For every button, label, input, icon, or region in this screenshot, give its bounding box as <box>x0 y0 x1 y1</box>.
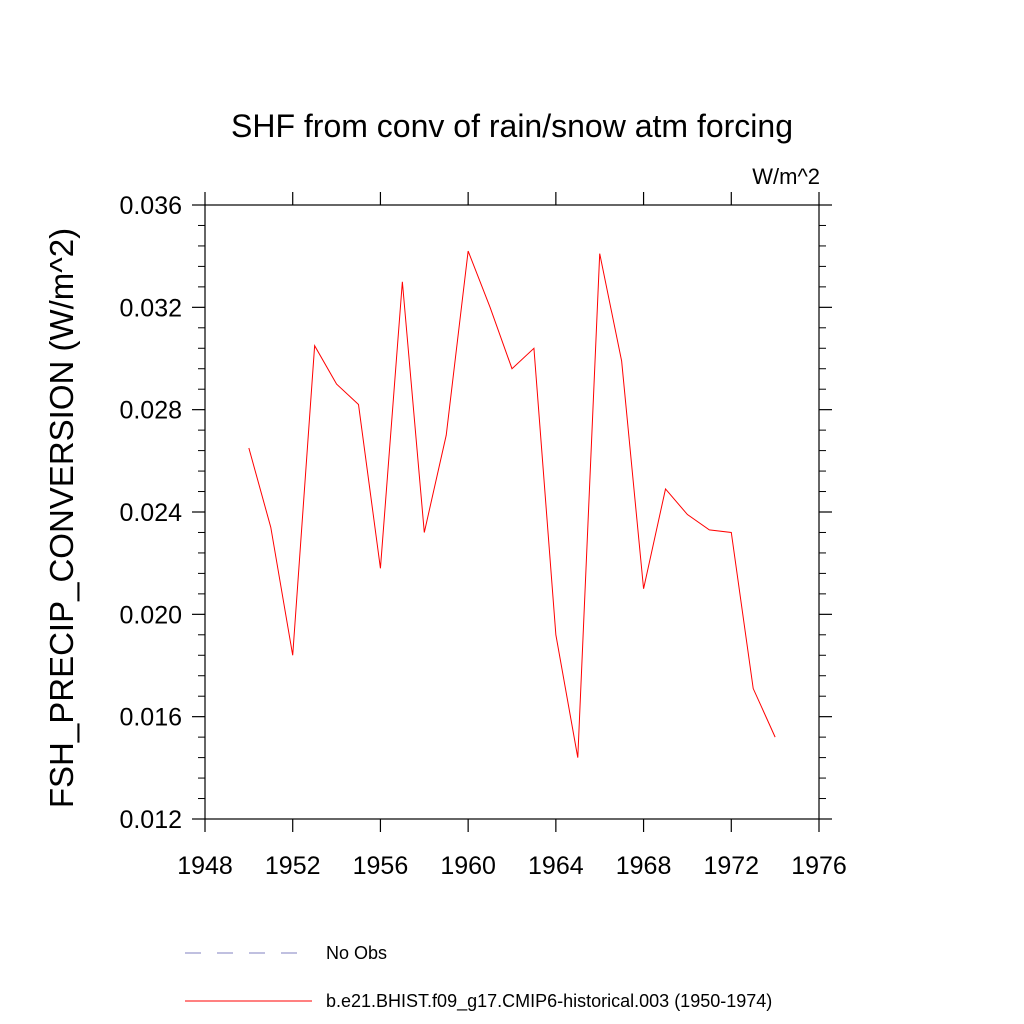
y-tick-labels: 0.012 0.016 0.020 0.024 0.028 0.032 0.036 <box>119 192 182 834</box>
x-tick-label: 1972 <box>703 852 759 880</box>
legend-label-model: b.e21.BHIST.f09_g17.CMIP6-historical.003… <box>326 991 772 1012</box>
units-label: W/m^2 <box>752 164 820 189</box>
y-tick-label: 0.024 <box>119 499 182 527</box>
legend: No Obs b.e21.BHIST.f09_g17.CMIP6-histori… <box>185 943 772 1012</box>
x-tick-label: 1960 <box>440 852 496 880</box>
x-tick-label: 1964 <box>528 852 584 880</box>
y-tick-label: 0.012 <box>119 806 182 834</box>
y-tick-label: 0.020 <box>119 601 182 629</box>
y-tick-label: 0.036 <box>119 192 182 220</box>
x-tick-label: 1968 <box>616 852 672 880</box>
series-layer <box>248 250 776 758</box>
x-tick-label: 1956 <box>353 852 409 880</box>
x-tick-label: 1952 <box>265 852 321 880</box>
x-tick-label: 1948 <box>177 852 233 880</box>
x-tick-label: 1976 <box>791 852 847 880</box>
y-tick-label: 0.032 <box>119 294 182 322</box>
axis-ticks <box>192 192 832 832</box>
chart-title: SHF from conv of rain/snow atm forcing <box>231 108 793 144</box>
x-tick-labels: 1948 1952 1956 1960 1964 1968 1972 1976 <box>177 852 847 880</box>
y-tick-label: 0.028 <box>119 397 182 425</box>
y-tick-label: 0.016 <box>119 704 182 732</box>
series-line <box>248 250 776 758</box>
legend-label-no-obs: No Obs <box>326 943 387 963</box>
plot-frame <box>204 204 820 820</box>
y-axis-label: FSH_PRECIP_CONVERSION (W/m^2) <box>43 228 80 808</box>
